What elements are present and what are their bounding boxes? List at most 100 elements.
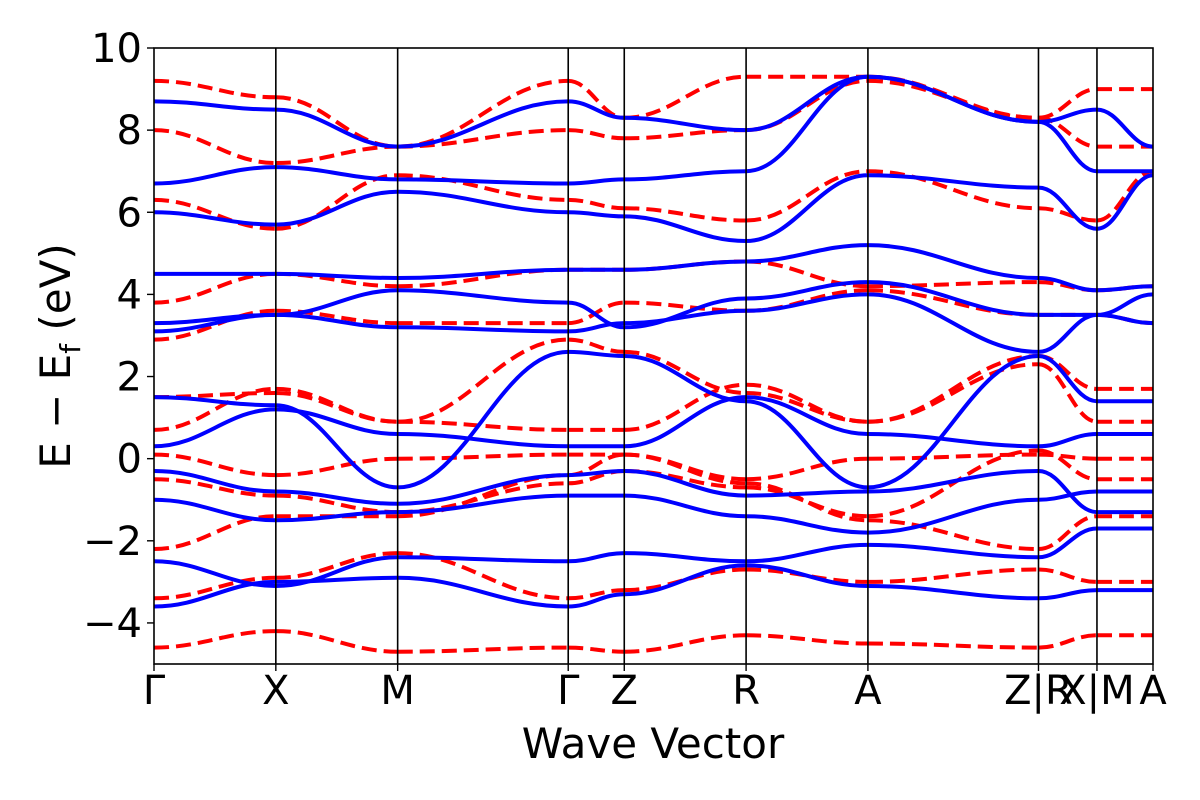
band-dashed-9-seg-5 [746,169,868,223]
band-solid-4-seg-7 [1038,432,1098,449]
band-solid-4-seg-2 [397,432,569,449]
band-solid-5-seg-5 [745,399,869,490]
band-solid-8-seg-4 [624,259,747,272]
band-dashed-8-seg-0 [154,271,276,305]
y-tick-label-1: −2 [83,519,142,565]
band-solid-2-seg-0 [154,497,276,523]
band-dashed-9-seg-1 [275,173,398,231]
band-solid-5-seg-7 [1038,354,1098,404]
band-dashed-6-seg-3 [568,337,625,354]
band-solid-4-seg-1 [275,407,398,436]
band-solid-9-seg-2 [397,189,569,215]
x-tick-label-9: A [1139,668,1167,714]
band-dashed-4-seg-7 [1038,452,1098,461]
band-solid-1-seg-2 [397,555,569,564]
band-solid-10-seg-0 [154,165,276,186]
x-tick-label-8: X|M [1059,668,1134,714]
band-solid-3-seg-3 [568,469,625,478]
band-solid-11-seg-7 [1038,107,1098,124]
band-dashed-11-seg-1 [275,95,398,149]
band-dashed-8-seg-6 [867,280,1039,289]
band-dashed-4-seg-2 [397,452,569,461]
band-solid-3-seg-4 [624,469,747,498]
band-solid-3-seg-5 [746,489,868,498]
band-dashed-6-seg-6 [867,354,1039,424]
band-dashed-2-seg-2 [397,473,569,519]
band-solid-11-seg-4 [624,115,747,133]
band-dashed-6-seg-4 [624,349,747,395]
band-solid-5-seg-1 [275,403,398,490]
svg-text:E − Ef (eV): E − Ef (eV) [31,243,87,469]
band-solid-11-seg-2 [397,99,569,149]
band-solid-4-seg-0 [154,407,276,449]
band-solid-0-seg-2 [397,575,569,609]
plot-frame [153,47,1154,665]
band-solid-8-seg-8 [1096,284,1153,293]
band-dashed-5-seg-6 [867,362,1039,424]
band-solid-0-seg-6 [867,584,1039,601]
x-axis-label: Wave Vector [522,719,785,768]
band-solid-5-seg-3 [568,349,625,358]
band-solid-8-seg-2 [397,267,569,280]
y-tick-label-4: 4 [117,272,142,318]
x-tick-label-6: A [854,668,882,714]
band-solid-2-seg-5 [746,514,868,535]
band-solid-4-seg-4 [624,395,747,449]
band-solid-3-seg-0 [154,469,276,494]
band-solid-1-seg-4 [624,551,747,564]
band-dashed-6-seg-2 [397,337,569,424]
band-solid-8-seg-7 [1038,276,1098,293]
band-solid-9-seg-1 [275,189,398,227]
band-solid-0-seg-1 [275,575,398,584]
band-solid-9-seg-0 [154,210,276,227]
band-dashed-2-seg-6 [867,518,1039,551]
x-tick-label-3: Γ [557,668,580,714]
band-dashed-6-seg-7 [1038,354,1098,391]
band-dashed-1-seg-3 [568,588,625,601]
band-solid-11-seg-8 [1096,107,1153,149]
band-solid-10-seg-3 [568,177,625,186]
band-solid-6-seg-3 [568,321,625,334]
band-dashed-10-seg-3 [568,128,625,141]
y-axis-label-unit: (eV) [31,243,80,330]
y-tick-label-5: 6 [117,190,142,236]
band-dashed-1-seg-6 [867,567,1039,584]
x-tick-label-7: Z|R [1004,668,1073,714]
band-dashed-11-seg-4 [624,74,747,120]
x-tick-label-2: M [380,668,415,714]
band-dashed-1-seg-2 [397,551,569,601]
y-axis: −4 −2 0 2 4 6 8 10 [83,26,154,647]
band-solid-1-seg-5 [746,542,868,564]
band-solid-4-seg-5 [746,395,868,436]
band-dashed-5-seg-1 [275,386,398,424]
x-axis: Γ X M Γ Z R A Z|RX|M A [143,664,1167,714]
band-solid-7-seg-4 [624,296,747,330]
y-axis-label-main: E − E [31,354,80,469]
band-dashed-11-seg-3 [567,78,625,120]
band-dashed-11-seg-0 [154,78,276,100]
band-solid-7-seg-6 [867,280,1039,317]
band-solid-0-seg-5 [746,563,868,588]
band-solid-11-seg-3 [568,99,625,120]
band-dashed-2-seg-7 [1038,514,1098,551]
band-solid-7-seg-5 [746,280,868,301]
band-solid-11-seg-1 [275,107,398,149]
x-tick-label-4: Z [611,668,638,714]
band-solid-5-seg-6 [867,354,1039,490]
band-solid-8-seg-1 [275,271,398,280]
band-solid-2-seg-7 [1038,489,1098,502]
band-solid-2-seg-2 [397,493,569,515]
band-solid-0-seg-3 [568,592,625,609]
band-dashed-5-seg-7 [1038,362,1098,424]
band-solid-10-seg-2 [397,177,569,186]
band-dashed-2-seg-0 [154,514,276,551]
band-solid-7-seg-0 [154,312,276,326]
band-solid-6-seg-1 [275,312,398,330]
band-dashed-10-seg-1 [275,144,398,165]
band-dashed-0-seg-2 [397,645,569,654]
band-solid-7-seg-3 [568,300,625,330]
band-dashed-7-seg-0 [154,308,276,342]
y-tick-label-6: 8 [117,108,142,154]
band-solid-3-seg-7 [1038,469,1098,515]
band-dashed-9-seg-3 [568,197,625,211]
